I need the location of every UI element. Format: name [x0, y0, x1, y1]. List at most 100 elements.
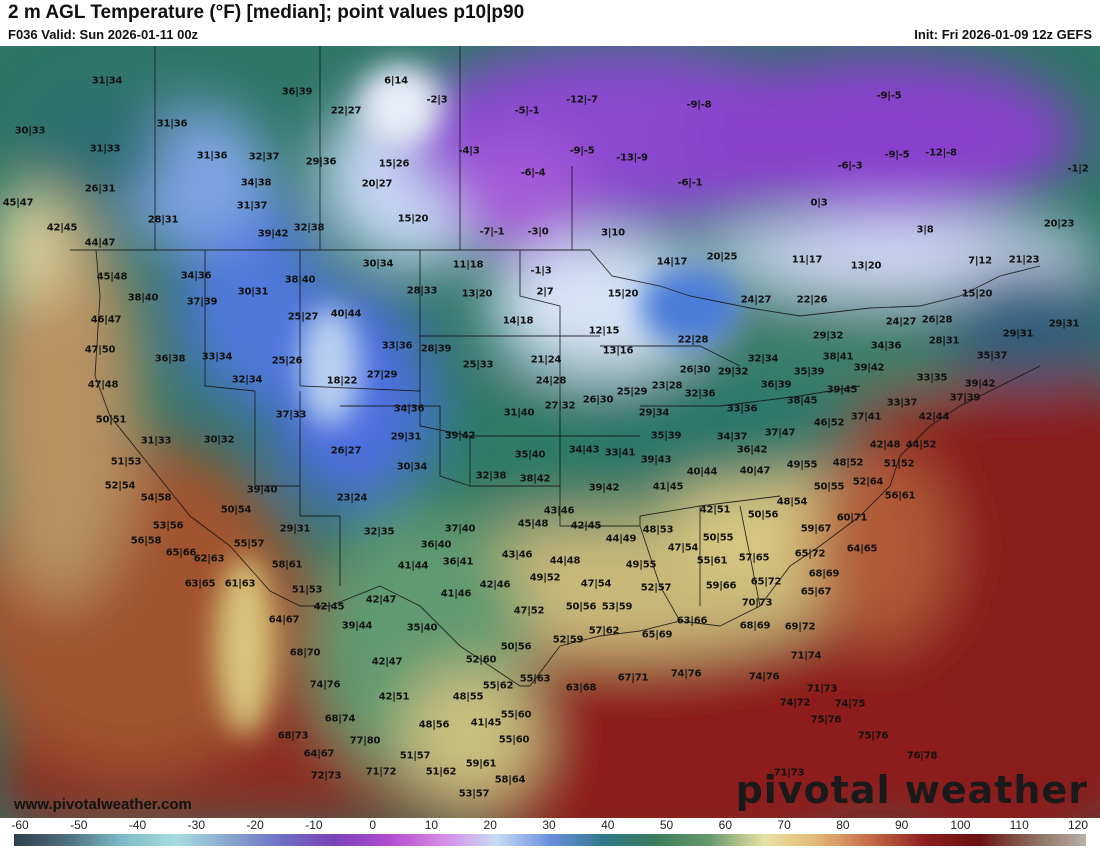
point-value-label: 30|31 [237, 286, 269, 298]
point-value-label: 60|71 [836, 512, 868, 524]
point-value-label: 50|56 [565, 601, 597, 613]
point-value-label: 18|22 [326, 375, 358, 387]
point-value-label: 68|69 [808, 568, 840, 580]
point-value-label: 52|54 [104, 480, 136, 492]
point-value-label: 29|31 [390, 431, 422, 443]
point-value-label: 41|45 [652, 481, 684, 493]
colorbar-tick-label: 80 [836, 818, 850, 832]
point-value-label: 36|41 [442, 556, 474, 568]
point-value-label: 15|26 [378, 158, 410, 170]
point-value-label: 43|46 [501, 549, 533, 561]
point-value-label: 62|63 [193, 553, 225, 565]
point-value-label: 32|35 [363, 526, 395, 538]
point-value-label: 31|40 [503, 407, 535, 419]
point-value-label: 48|56 [418, 719, 450, 731]
colorbar-tick-label: 10 [424, 818, 439, 832]
point-value-label: 27|29 [366, 369, 398, 381]
point-value-label: 50|56 [747, 509, 779, 521]
point-value-label: 23|28 [651, 380, 683, 392]
colorbar-tick-label: 30 [542, 818, 556, 832]
point-value-label: 34|36 [870, 340, 902, 352]
colorbar-tick-label: 120 [1067, 818, 1089, 832]
pivotal-weather-logo: pivotal weather [735, 768, 1088, 812]
point-value-label: 38|40 [127, 292, 159, 304]
colorbar: -60 -50 -40 -30 -20 -10 0 10 20 30 40 50 60 70 80 90 100… [0, 818, 1100, 850]
point-value-label: 53|57 [458, 788, 490, 800]
point-value-label: 35|39 [650, 430, 682, 442]
point-value-label: 48|54 [776, 496, 808, 508]
point-value-label: 55|60 [500, 709, 532, 721]
point-value-label: 7|12 [968, 255, 992, 267]
point-value-label: 43|46 [543, 505, 575, 517]
point-value-label: 51|53 [110, 456, 142, 468]
point-value-label: 36|39 [760, 379, 792, 391]
point-value-label: 29|34 [638, 407, 670, 419]
point-value-label: 3|10 [601, 227, 625, 239]
point-value-label: 42|47 [365, 594, 397, 606]
colorbar-tick-label: 50 [659, 818, 674, 832]
point-value-label: 33|35 [916, 372, 948, 384]
point-value-label: 45|48 [96, 271, 128, 283]
point-value-label: 47|54 [667, 542, 699, 554]
point-value-label: 39|44 [341, 620, 373, 632]
point-value-label: -9|-5 [884, 149, 910, 161]
valid-time: F036 Valid: Sun 2026-01-11 00z [8, 27, 199, 42]
point-value-label: 22|27 [330, 105, 362, 117]
point-value-label: 34|38 [240, 177, 272, 189]
point-values-layer: 31|34 36|39 6|14 22|27 -2|3 -12|-7 -9|-8 -9|-5 3… [0, 46, 1100, 818]
point-value-label: 65|72 [750, 576, 782, 588]
point-value-label: 32|36 [684, 388, 716, 400]
point-value-label: 39|40 [246, 484, 278, 496]
point-value-label: 29|32 [812, 330, 844, 342]
point-value-label: 68|73 [277, 730, 309, 742]
point-value-label: 74|76 [670, 668, 702, 680]
point-value-label: 11|17 [791, 254, 823, 266]
point-value-label: 50|55 [702, 532, 734, 544]
temperature-map[interactable]: 31|34 36|39 6|14 22|27 -2|3 -12|-7 -9|-8 -9|-5 3… [0, 46, 1100, 818]
point-value-label: 48|52 [832, 457, 864, 469]
point-value-label: 74|72 [779, 697, 811, 709]
point-value-label: 42|45 [570, 520, 602, 532]
init-time: Init: Fri 2026-01-09 12z GEFS [914, 27, 1092, 42]
point-value-label: 31|36 [156, 118, 188, 130]
point-value-label: 29|31 [1048, 318, 1080, 330]
colorbar-tick-label: 40 [601, 818, 615, 832]
point-value-label: 29|36 [305, 156, 337, 168]
point-value-label: 35|37 [976, 350, 1008, 362]
map-title: 2 m AGL Temperature (°F) [median]; point… [8, 2, 525, 23]
point-value-label: 69|72 [784, 621, 816, 633]
point-value-label: 37|39 [949, 392, 981, 404]
point-value-label: 35|40 [406, 622, 438, 634]
point-value-label: 50|54 [220, 504, 252, 516]
point-value-label: 33|37 [886, 397, 918, 409]
point-value-label: 22|26 [796, 294, 828, 306]
point-value-label: 50|51 [95, 414, 127, 426]
point-value-label: 59|67 [800, 523, 832, 535]
point-value-label: 21|23 [1008, 254, 1040, 266]
point-value-label: 63|66 [676, 615, 708, 627]
point-value-label: 51|57 [399, 750, 431, 762]
point-value-label: 55|62 [482, 680, 514, 692]
point-value-label: 54|58 [140, 492, 172, 504]
point-value-label: 74|75 [834, 698, 866, 710]
point-value-label: 58|64 [494, 774, 526, 786]
point-value-label: 35|39 [793, 366, 825, 378]
point-value-label: 50|55 [813, 481, 845, 493]
point-value-label: 51|53 [291, 584, 323, 596]
point-value-label: 75|76 [857, 730, 889, 742]
point-value-label: 42|47 [371, 656, 403, 668]
point-value-label: 24|27 [740, 294, 772, 306]
point-value-label: 67|71 [617, 672, 649, 684]
point-value-label: 52|60 [465, 654, 497, 666]
point-value-label: 33|34 [201, 351, 233, 363]
point-value-label: 13|20 [461, 288, 493, 300]
point-value-label: 57|62 [588, 625, 620, 637]
point-value-label: 34|36 [180, 270, 212, 282]
point-value-label: 26|27 [330, 445, 362, 457]
point-value-label: 42|51 [699, 504, 731, 516]
point-value-label: 71|73 [806, 683, 838, 695]
point-value-label: 26|28 [921, 314, 953, 326]
point-value-label: 28|39 [420, 343, 452, 355]
colorbar-tick-label: 0 [369, 818, 376, 832]
point-value-label: 37|40 [444, 523, 476, 535]
